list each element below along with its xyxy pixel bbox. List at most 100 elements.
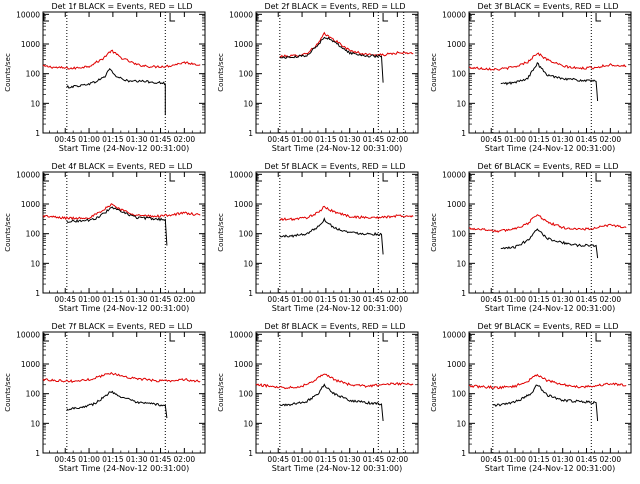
plot-frame bbox=[42, 171, 206, 294]
y-tick-label: 100 bbox=[26, 70, 41, 79]
x-tick-label: 01:45 bbox=[150, 135, 172, 144]
x-tick-label: 01:30 bbox=[552, 295, 574, 304]
x-tick-label: 01:30 bbox=[126, 295, 148, 304]
x-tick-label: 02:00 bbox=[174, 455, 196, 464]
x-tick-label: 01:30 bbox=[552, 135, 574, 144]
detector-panel-3: Det 3f BLACK = Events, RED = LLD 1 10 100 10… bbox=[426, 0, 639, 160]
y-axis-label: Counts/sec bbox=[4, 213, 12, 252]
x-axis-label: Start Time (24-Nov-12 00:31:00) bbox=[485, 304, 615, 313]
x-axis-label: Start Time (24-Nov-12 00:31:00) bbox=[59, 144, 189, 153]
x-tick-label: 02:00 bbox=[387, 455, 409, 464]
y-tick-label: 100 bbox=[26, 390, 41, 399]
x-tick-label: 01:00 bbox=[291, 295, 313, 304]
y-tick-label: 100 bbox=[452, 70, 467, 79]
x-tick-label: 02:00 bbox=[174, 135, 196, 144]
corner-flag-mark bbox=[256, 13, 262, 22]
y-tick-label: 10 bbox=[30, 99, 40, 108]
events-series-line bbox=[66, 390, 168, 419]
x-tick-label: 02:00 bbox=[387, 135, 409, 144]
y-tick-label: 1000 bbox=[234, 200, 253, 209]
flag-mark bbox=[595, 13, 602, 22]
x-tick-label: 01:30 bbox=[126, 455, 148, 464]
y-tick-label: 1000 bbox=[447, 40, 466, 49]
corner-flag-mark bbox=[256, 173, 262, 182]
lld-series-line bbox=[468, 214, 627, 233]
lld-series-line bbox=[279, 31, 414, 59]
x-tick-label: 00:45 bbox=[267, 295, 289, 304]
x-axis-label: Start Time (24-Nov-12 00:31:00) bbox=[272, 464, 402, 473]
x-tick-label: 01:45 bbox=[363, 295, 385, 304]
x-tick-label: 01:00 bbox=[291, 135, 313, 144]
y-axis-label: Counts/sec bbox=[430, 373, 438, 412]
y-tick-label: 1 bbox=[461, 449, 466, 458]
x-tick-label: 01:15 bbox=[315, 295, 337, 304]
y-tick-label: 100 bbox=[452, 390, 467, 399]
x-tick-label: 01:15 bbox=[315, 135, 337, 144]
x-tick-label: 01:45 bbox=[150, 295, 172, 304]
x-tick-label: 01:15 bbox=[528, 455, 550, 464]
y-tick-label: 1 bbox=[248, 449, 253, 458]
lld-series-line bbox=[468, 52, 627, 71]
x-tick-label: 01:00 bbox=[78, 135, 100, 144]
chart-title: Det 5f BLACK = Events, RED = LLD bbox=[264, 162, 405, 171]
chart-title: Det 3f BLACK = Events, RED = LLD bbox=[477, 2, 618, 11]
y-axis-label: Counts/sec bbox=[430, 53, 438, 92]
x-tick-label: 02:00 bbox=[600, 455, 622, 464]
y-tick-label: 100 bbox=[26, 230, 41, 239]
y-tick-label: 1 bbox=[35, 449, 40, 458]
x-axis-label: Start Time (24-Nov-12 00:31:00) bbox=[485, 144, 615, 153]
x-axis-label: Start Time (24-Nov-12 00:31:00) bbox=[272, 304, 402, 313]
x-tick-label: 01:45 bbox=[576, 135, 598, 144]
chart-title: Det 1f BLACK = Events, RED = LLD bbox=[51, 2, 192, 11]
y-axis-label: Counts/sec bbox=[430, 213, 438, 252]
events-series-line bbox=[279, 36, 384, 83]
x-tick-label: 01:00 bbox=[504, 455, 526, 464]
y-tick-label: 1000 bbox=[21, 360, 40, 369]
y-tick-label: 100 bbox=[239, 390, 254, 399]
y-tick-label: 10000 bbox=[442, 10, 466, 19]
flag-mark bbox=[169, 173, 176, 182]
chart-title: Det 7f BLACK = Events, RED = LLD bbox=[51, 322, 192, 331]
chart-title: Det 9f BLACK = Events, RED = LLD bbox=[477, 322, 618, 331]
flag-mark bbox=[169, 13, 176, 22]
y-axis-label: Counts/sec bbox=[4, 373, 12, 412]
x-tick-label: 02:00 bbox=[387, 295, 409, 304]
chart-title: Det 8f BLACK = Events, RED = LLD bbox=[264, 322, 405, 331]
detector-panel-7: Det 7f BLACK = Events, RED = LLD 1 10 100 10… bbox=[0, 320, 213, 480]
y-tick-label: 10000 bbox=[229, 170, 253, 179]
y-tick-label: 1000 bbox=[234, 360, 253, 369]
plot-frame bbox=[468, 331, 632, 454]
y-tick-label: 100 bbox=[452, 230, 467, 239]
x-tick-label: 02:00 bbox=[600, 135, 622, 144]
detector-panel-6: Det 6f BLACK = Events, RED = LLD 1 10 100 10… bbox=[426, 160, 639, 320]
x-tick-label: 01:15 bbox=[528, 295, 550, 304]
x-tick-label: 00:45 bbox=[480, 455, 502, 464]
events-series-line bbox=[66, 68, 166, 116]
lld-series-line bbox=[42, 371, 201, 384]
detector-chart-1: Det 1f BLACK = Events, RED = LLD 1 10 100 10… bbox=[4, 2, 206, 153]
detector-panel-8: Det 8f BLACK = Events, RED = LLD 1 10 100 10… bbox=[213, 320, 426, 480]
y-tick-label: 1 bbox=[35, 129, 40, 138]
y-tick-label: 10 bbox=[243, 419, 253, 428]
x-tick-label: 01:45 bbox=[576, 295, 598, 304]
detector-panel-4: Det 4f BLACK = Events, RED = LLD 1 10 100 10… bbox=[0, 160, 213, 320]
events-series-line bbox=[492, 384, 599, 422]
detector-chart-9: Det 9f BLACK = Events, RED = LLD 1 10 100 10… bbox=[430, 322, 632, 473]
x-tick-label: 00:45 bbox=[267, 135, 289, 144]
x-tick-label: 01:30 bbox=[126, 135, 148, 144]
x-tick-label: 01:15 bbox=[315, 455, 337, 464]
flag-mark bbox=[382, 13, 389, 22]
plot-frame bbox=[468, 11, 632, 134]
events-series-line bbox=[500, 228, 599, 259]
corner-flag-mark bbox=[256, 333, 262, 342]
x-tick-label: 01:15 bbox=[528, 135, 550, 144]
x-tick-label: 00:45 bbox=[54, 455, 76, 464]
detector-chart-3: Det 3f BLACK = Events, RED = LLD 1 10 100 10… bbox=[430, 2, 632, 153]
corner-flag-mark bbox=[43, 333, 49, 342]
y-tick-label: 100 bbox=[239, 70, 254, 79]
y-tick-label: 10 bbox=[30, 259, 40, 268]
y-tick-label: 100 bbox=[239, 230, 254, 239]
y-tick-label: 10000 bbox=[442, 170, 466, 179]
x-tick-label: 00:45 bbox=[480, 135, 502, 144]
y-axis-label: Counts/sec bbox=[4, 53, 12, 92]
